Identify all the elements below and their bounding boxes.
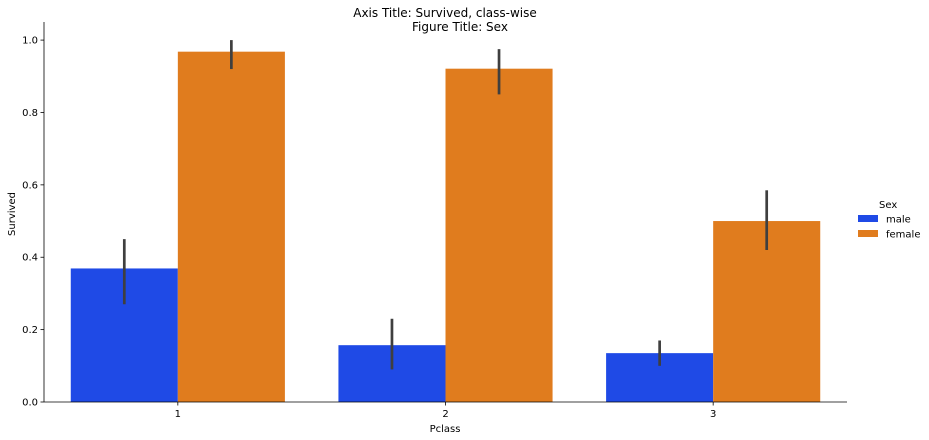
bar-female-class-3 (713, 221, 821, 402)
y-tick-label-1.0: 1.0 (22, 36, 38, 47)
x-tick-label-3: 3 (710, 409, 716, 420)
legend-title: Sex (879, 200, 897, 211)
y-tick-label-0.0: 0.0 (22, 398, 38, 409)
legend: Sex male female (858, 200, 920, 241)
legend-swatch-male (858, 215, 878, 222)
y-tick-label-0.2: 0.2 (22, 325, 38, 336)
chart-title-line-1: Axis Title: Survived, class-wise (353, 6, 537, 20)
legend-label-female: female (886, 230, 920, 241)
y-tick-label-0.6: 0.6 (22, 180, 38, 191)
chart-title-line-2: Figure Title: Sex (412, 20, 508, 34)
legend-swatch-female (858, 230, 878, 237)
x-tick-label-1: 1 (175, 409, 181, 420)
bar-female-class-1 (177, 51, 285, 403)
x-axis: 1 2 3 (44, 401, 847, 420)
legend-label-male: male (886, 215, 911, 226)
plot-area (70, 40, 821, 403)
bar-female-class-2 (445, 68, 553, 402)
y-tick-label-0.4: 0.4 (22, 253, 38, 264)
y-axis: 0.0 0.2 0.4 0.6 0.8 1.0 (22, 22, 45, 409)
y-tick-label-0.8: 0.8 (22, 108, 38, 119)
y-axis-label: Survived (7, 192, 18, 236)
x-axis-label: Pclass (430, 424, 461, 435)
x-tick-label-2: 2 (442, 409, 448, 420)
